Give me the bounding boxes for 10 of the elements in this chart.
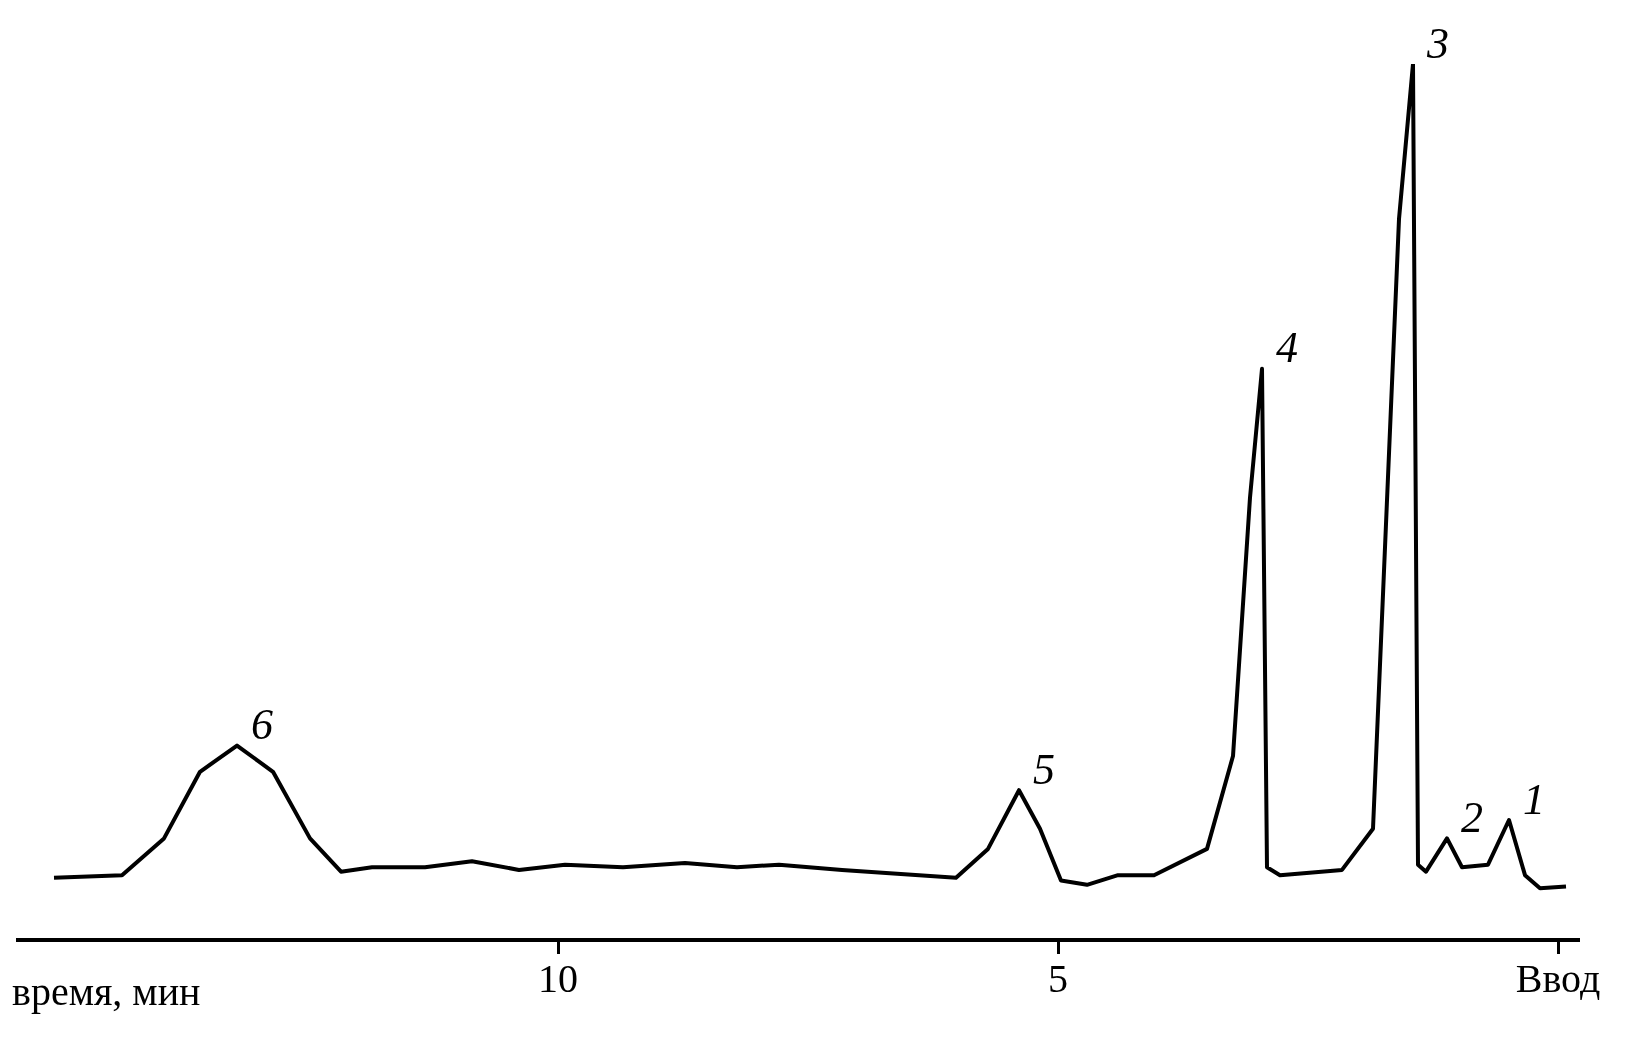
x-axis-title: время, мин <box>12 968 201 1014</box>
x-tick-label: Ввод <box>1515 955 1601 1001</box>
annotation: 6 <box>251 700 273 750</box>
annotation: 3 <box>1426 18 1449 68</box>
annotation: 4 <box>1276 323 1298 373</box>
annotation: 5 <box>1033 744 1055 794</box>
annotation: 1 <box>1523 774 1545 824</box>
x-tick-label: 10 <box>538 955 578 1001</box>
x-tick-label: 5 <box>1048 955 1068 1001</box>
annotation: 2 <box>1461 792 1483 842</box>
